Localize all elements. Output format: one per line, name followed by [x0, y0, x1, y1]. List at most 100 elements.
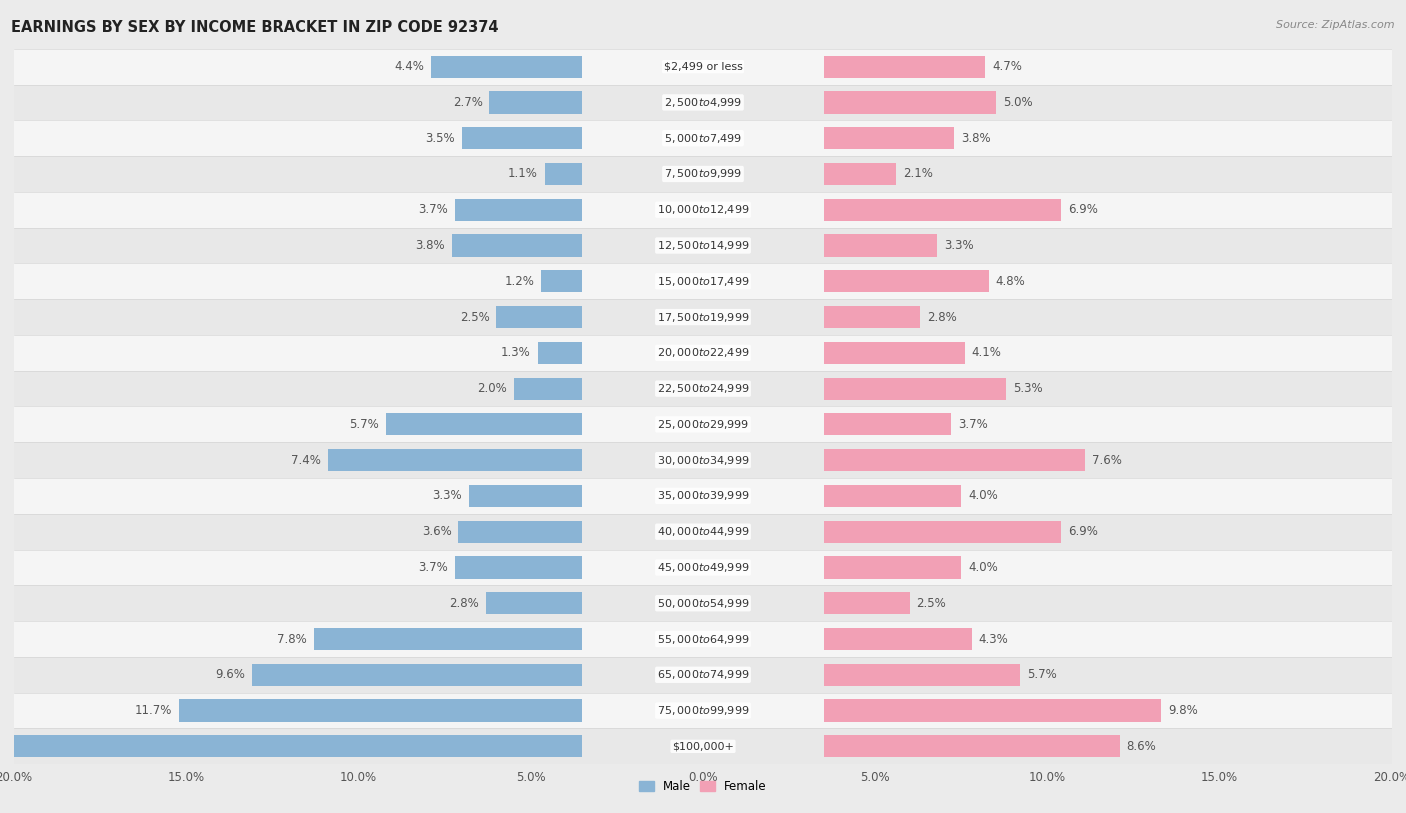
Text: 3.7%: 3.7% — [419, 203, 449, 216]
Text: $100,000+: $100,000+ — [672, 741, 734, 751]
Bar — [14, 693, 1392, 728]
Text: 3.8%: 3.8% — [415, 239, 444, 252]
Bar — [824, 270, 988, 293]
Text: $75,000 to $99,999: $75,000 to $99,999 — [657, 704, 749, 717]
Bar — [496, 306, 582, 328]
Text: 1.2%: 1.2% — [505, 275, 534, 288]
Bar — [14, 442, 1392, 478]
Bar — [14, 299, 1392, 335]
Text: $25,000 to $29,999: $25,000 to $29,999 — [657, 418, 749, 431]
Bar — [328, 449, 582, 472]
Text: $5,000 to $7,499: $5,000 to $7,499 — [664, 132, 742, 145]
Text: $65,000 to $74,999: $65,000 to $74,999 — [657, 668, 749, 681]
Text: 3.3%: 3.3% — [945, 239, 974, 252]
Bar — [14, 621, 1392, 657]
Text: 4.0%: 4.0% — [969, 561, 998, 574]
Bar — [252, 663, 582, 686]
Text: 2.8%: 2.8% — [450, 597, 479, 610]
Bar — [824, 91, 995, 114]
Text: 3.8%: 3.8% — [962, 132, 991, 145]
Text: $35,000 to $39,999: $35,000 to $39,999 — [657, 489, 749, 502]
Bar — [824, 198, 1062, 221]
Bar — [541, 270, 582, 293]
Bar — [14, 120, 1392, 156]
Bar — [14, 85, 1392, 120]
Text: Source: ZipAtlas.com: Source: ZipAtlas.com — [1277, 20, 1395, 30]
Text: $2,500 to $4,999: $2,500 to $4,999 — [664, 96, 742, 109]
Text: 7.4%: 7.4% — [291, 454, 321, 467]
Text: 4.8%: 4.8% — [995, 275, 1025, 288]
Text: 8.6%: 8.6% — [1126, 740, 1157, 753]
Text: $45,000 to $49,999: $45,000 to $49,999 — [657, 561, 749, 574]
Text: $7,500 to $9,999: $7,500 to $9,999 — [664, 167, 742, 180]
Text: 2.7%: 2.7% — [453, 96, 482, 109]
Bar — [456, 556, 582, 579]
Bar — [824, 306, 920, 328]
Text: 5.7%: 5.7% — [350, 418, 380, 431]
Text: $12,500 to $14,999: $12,500 to $14,999 — [657, 239, 749, 252]
Text: $15,000 to $17,499: $15,000 to $17,499 — [657, 275, 749, 288]
Bar — [824, 699, 1161, 722]
Bar — [14, 371, 1392, 406]
Bar — [824, 735, 1119, 758]
Bar — [486, 592, 582, 615]
Bar — [544, 163, 582, 185]
Bar — [14, 228, 1392, 263]
Bar — [387, 413, 582, 436]
Text: 9.6%: 9.6% — [215, 668, 245, 681]
Bar — [824, 628, 972, 650]
Text: 4.3%: 4.3% — [979, 633, 1008, 646]
Text: $2,499 or less: $2,499 or less — [664, 62, 742, 72]
Text: 6.9%: 6.9% — [1069, 203, 1098, 216]
Text: 11.7%: 11.7% — [135, 704, 173, 717]
Bar — [314, 628, 582, 650]
Bar — [14, 263, 1392, 299]
Bar — [14, 192, 1392, 228]
Text: 4.1%: 4.1% — [972, 346, 1001, 359]
Text: $20,000 to $22,499: $20,000 to $22,499 — [657, 346, 749, 359]
Text: 6.9%: 6.9% — [1069, 525, 1098, 538]
Bar — [14, 156, 1392, 192]
Bar — [824, 55, 986, 78]
Bar — [14, 406, 1392, 442]
Text: $17,500 to $19,999: $17,500 to $19,999 — [657, 311, 749, 324]
Bar — [14, 657, 1392, 693]
Text: 2.5%: 2.5% — [460, 311, 489, 324]
Bar — [14, 585, 1392, 621]
Bar — [468, 485, 582, 507]
Text: 4.7%: 4.7% — [993, 60, 1022, 73]
Text: 3.3%: 3.3% — [432, 489, 461, 502]
Bar — [14, 49, 1392, 85]
Text: $30,000 to $34,999: $30,000 to $34,999 — [657, 454, 749, 467]
Text: 7.6%: 7.6% — [1092, 454, 1122, 467]
Bar — [824, 413, 950, 436]
Text: 4.0%: 4.0% — [969, 489, 998, 502]
Text: 1.3%: 1.3% — [501, 346, 531, 359]
Bar — [14, 728, 1392, 764]
Bar — [824, 485, 962, 507]
Text: $50,000 to $54,999: $50,000 to $54,999 — [657, 597, 749, 610]
Bar — [456, 198, 582, 221]
Legend: Male, Female: Male, Female — [634, 776, 772, 798]
Text: $40,000 to $44,999: $40,000 to $44,999 — [657, 525, 749, 538]
Bar — [430, 55, 582, 78]
Bar — [824, 163, 896, 185]
Bar — [461, 127, 582, 150]
Text: 2.0%: 2.0% — [477, 382, 506, 395]
Bar — [458, 520, 582, 543]
Text: 5.7%: 5.7% — [1026, 668, 1056, 681]
Text: 2.5%: 2.5% — [917, 597, 946, 610]
Bar — [513, 377, 582, 400]
Bar — [824, 341, 965, 364]
Text: 5.0%: 5.0% — [1002, 96, 1032, 109]
Bar — [824, 520, 1062, 543]
Bar — [14, 550, 1392, 585]
Bar — [0, 735, 582, 758]
Text: 3.7%: 3.7% — [957, 418, 987, 431]
Bar — [537, 341, 582, 364]
Text: 9.8%: 9.8% — [1168, 704, 1198, 717]
Bar — [14, 478, 1392, 514]
Text: $55,000 to $64,999: $55,000 to $64,999 — [657, 633, 749, 646]
Bar — [824, 663, 1019, 686]
Bar — [451, 234, 582, 257]
